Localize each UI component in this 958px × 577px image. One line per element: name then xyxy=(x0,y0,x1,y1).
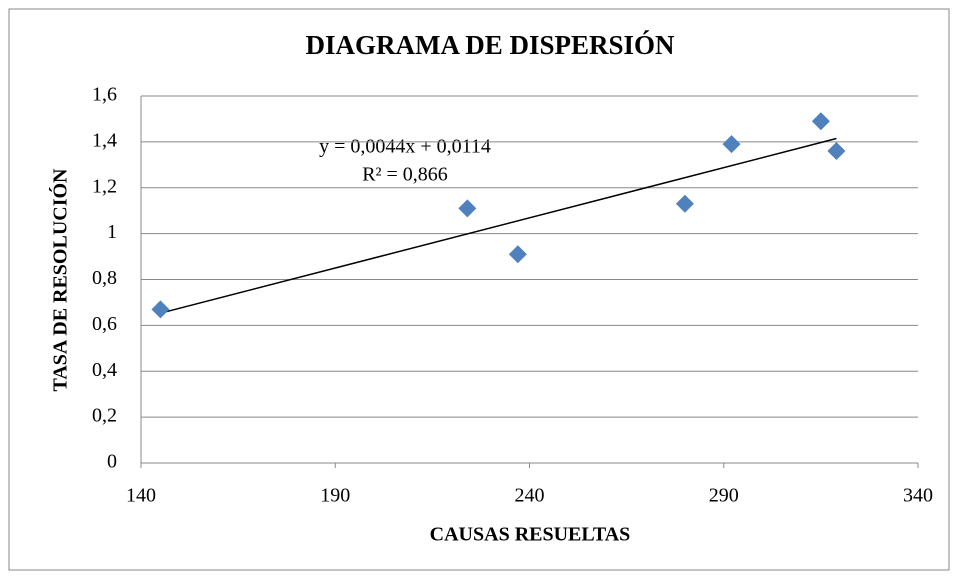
x-tick-label: 190 xyxy=(320,485,350,507)
scatter-point xyxy=(508,245,527,264)
scatter-point xyxy=(827,142,846,161)
x-tick-label: 340 xyxy=(903,485,933,507)
scatter-point xyxy=(675,194,694,213)
y-tick-label: 0,4 xyxy=(92,359,117,381)
y-axis-label: TASA DE RESOLUCIÓN xyxy=(48,168,72,392)
trendline xyxy=(160,137,837,314)
y-tick-label: 1,2 xyxy=(92,175,117,197)
scatter-point xyxy=(458,199,477,218)
y-tick-label: 1,4 xyxy=(92,129,117,151)
scatter-point xyxy=(722,135,741,154)
scatter-point xyxy=(151,300,170,319)
trendline-equation: y = 0,0044x + 0,0114 xyxy=(319,136,491,158)
x-tick-label: 140 xyxy=(126,485,156,507)
scatter-point xyxy=(811,112,830,131)
y-tick-label: 0 xyxy=(107,451,117,473)
x-tick-label: 290 xyxy=(709,485,739,507)
y-tick-label: 1 xyxy=(107,221,117,243)
x-axis-label: CAUSAS RESUELTAS xyxy=(430,524,631,546)
x-tick-label: 240 xyxy=(515,485,545,507)
chart-border xyxy=(8,8,950,571)
chart-title: DIAGRAMA DE DISPERSIÓN xyxy=(305,30,675,60)
y-tick-label: 0,6 xyxy=(92,313,117,335)
y-tick-label: 0,2 xyxy=(92,405,117,427)
y-tick-label: 1,6 xyxy=(92,84,117,106)
trendline-r2: R² = 0,866 xyxy=(362,164,448,186)
y-tick-label: 0,8 xyxy=(92,267,117,289)
